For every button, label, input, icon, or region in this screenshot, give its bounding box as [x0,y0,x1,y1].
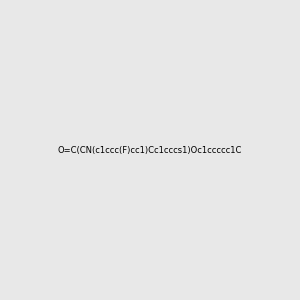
Text: O=C(CN(c1ccc(F)cc1)Cc1cccs1)Oc1ccccc1C: O=C(CN(c1ccc(F)cc1)Cc1cccs1)Oc1ccccc1C [58,146,242,154]
